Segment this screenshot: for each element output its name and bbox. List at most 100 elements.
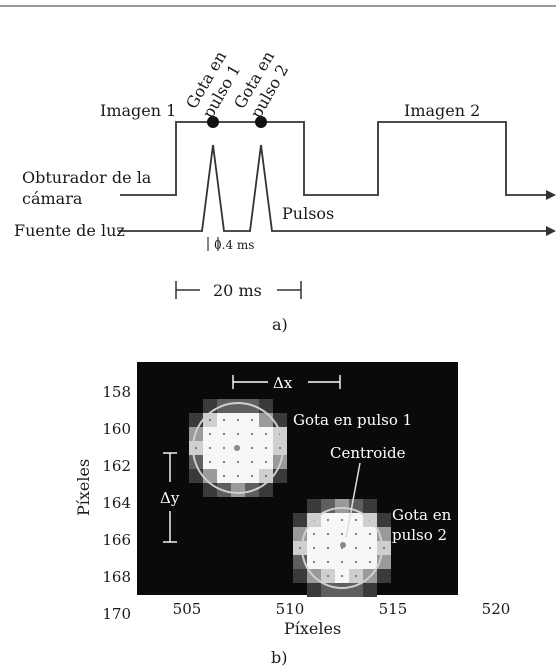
y-tick-label: 166: [102, 531, 131, 549]
pixel-grid-dot: [354, 574, 358, 578]
pixel-cell: [203, 399, 217, 413]
pixel-cell: [307, 583, 321, 597]
pixel-grid-dot: [236, 474, 240, 478]
pixel-grid-dot: [264, 460, 268, 464]
pixel-grid-dot: [312, 546, 316, 550]
pulses-label: Pulsos: [282, 204, 334, 223]
camera-shutter-line2: cámara: [22, 189, 83, 208]
pixel-cell: [293, 513, 307, 527]
pixel-grid-dot: [236, 432, 240, 436]
dy-label: Δy: [160, 489, 180, 507]
pixel-grid-dot: [326, 560, 330, 564]
timing-diagram: Gota en pulso 1 Gota en pulso 2 Imagen 1…: [14, 43, 556, 334]
pixel-grid-dot: [354, 518, 358, 522]
drop2-label-line1: Gota en: [392, 506, 452, 524]
light-source-waveform: [118, 144, 548, 232]
pixel-cell: [363, 583, 377, 597]
centroid-pointer: [345, 462, 361, 539]
pixel-cell: [231, 399, 245, 413]
pixel-grid-dot: [250, 474, 254, 478]
centroid-label: Centroide: [330, 444, 406, 462]
drop1-centroid: [234, 445, 240, 451]
x-tick-label: 520: [482, 600, 511, 618]
y-tick-label: 170: [102, 605, 131, 623]
drop2-label-line2: pulso 2: [392, 526, 447, 544]
drop-pulse1-label: Gota en pulso 1: [182, 43, 249, 121]
pixel-grid-dot: [222, 446, 226, 450]
drop1-label: Gota en pulso 1: [293, 411, 412, 429]
pixel-grid-dot: [368, 560, 372, 564]
pixel-grid-dot: [222, 460, 226, 464]
y-axis-title: Píxeles: [74, 459, 93, 516]
pixel-cell: [189, 469, 203, 483]
pixel-cell: [377, 513, 391, 527]
x-axis-ticks: 505 510 515 520: [173, 600, 511, 618]
caption-b: b): [271, 648, 287, 667]
pixel-cell: [203, 469, 217, 483]
pixel-grid-dot: [326, 518, 330, 522]
camera-shutter-arrowhead: [546, 190, 556, 200]
pixel-cell: [363, 499, 377, 513]
pixel-grid-dot: [340, 532, 344, 536]
drop2-circle: [301, 507, 383, 589]
pixel-grid-dot: [250, 418, 254, 422]
light-source-arrowhead: [546, 226, 556, 236]
pixel-grid-dot: [236, 460, 240, 464]
pixel-grid-dot: [208, 446, 212, 450]
pixel-grid-dot: [250, 432, 254, 436]
pixel-grid-dot: [312, 532, 316, 536]
pixel-grid-dot: [298, 546, 302, 550]
drop2-centroid: [340, 542, 346, 548]
pixel-grid-dot: [208, 432, 212, 436]
pixel-grid-dot: [326, 574, 330, 578]
y-tick-label: 164: [102, 494, 131, 512]
pixel-cell: [231, 483, 245, 497]
image1-label: Imagen 1: [100, 101, 176, 120]
pixel-grid-dot: [368, 532, 372, 536]
drop-pulse2-label: Gota en pulso 2: [230, 43, 297, 121]
y-tick-label: 160: [102, 420, 131, 438]
pixel-cell: [273, 413, 287, 427]
pixel-grid-dot: [312, 560, 316, 564]
pixel-grid-dot: [194, 446, 198, 450]
y-tick-label: 158: [102, 383, 131, 401]
camera-shutter-line1: Obturador de la: [22, 168, 152, 187]
drop-pulse2-marker: [255, 116, 267, 128]
pixel-cell: [307, 499, 321, 513]
camera-shutter-label: Obturador de la cámara: [22, 168, 156, 208]
pixel-cell: [259, 483, 273, 497]
caption-a: a): [272, 315, 288, 334]
pixel-cell: [293, 569, 307, 583]
image2-label: Imagen 2: [404, 101, 480, 120]
x-axis-title: Píxeles: [284, 619, 341, 638]
pixel-cell: [335, 499, 349, 513]
x-tick-label: 510: [276, 600, 305, 618]
drop1-circle: [192, 402, 284, 494]
y-tick-label: 168: [102, 568, 131, 586]
pixel-grid-dot: [264, 474, 268, 478]
y-tick-label: 162: [102, 457, 131, 475]
drop2-label: Gota en pulso 2: [392, 506, 456, 544]
pixel-grid-dot: [250, 446, 254, 450]
pixel-grid-dot: [222, 474, 226, 478]
pixel-grid-dot: [250, 460, 254, 464]
pixel-cell: [189, 413, 203, 427]
pixel-cell: [273, 469, 287, 483]
pixel-grid-dot: [208, 460, 212, 464]
pixel-grid-dot: [326, 532, 330, 536]
pixel-grid-dot: [368, 546, 372, 550]
pixel-grid-dot: [264, 432, 268, 436]
light-source-label: Fuente de luz: [14, 221, 125, 240]
pixel-grid-dot: [340, 560, 344, 564]
pixel-grid-dot: [340, 518, 344, 522]
pixel-grid-dot: [222, 418, 226, 422]
pixel-image-panel: Δx Δy Gota en pulso 1 Centroide Gota en …: [74, 362, 510, 667]
pixel-grid-dot: [340, 574, 344, 578]
camera-shutter-waveform: [120, 121, 548, 196]
period-label: 20 ms: [213, 281, 262, 300]
pixel-cell: [259, 413, 273, 427]
pixel-cell: [259, 399, 273, 413]
x-tick-label: 505: [173, 600, 202, 618]
pixel-grid-dot: [236, 418, 240, 422]
